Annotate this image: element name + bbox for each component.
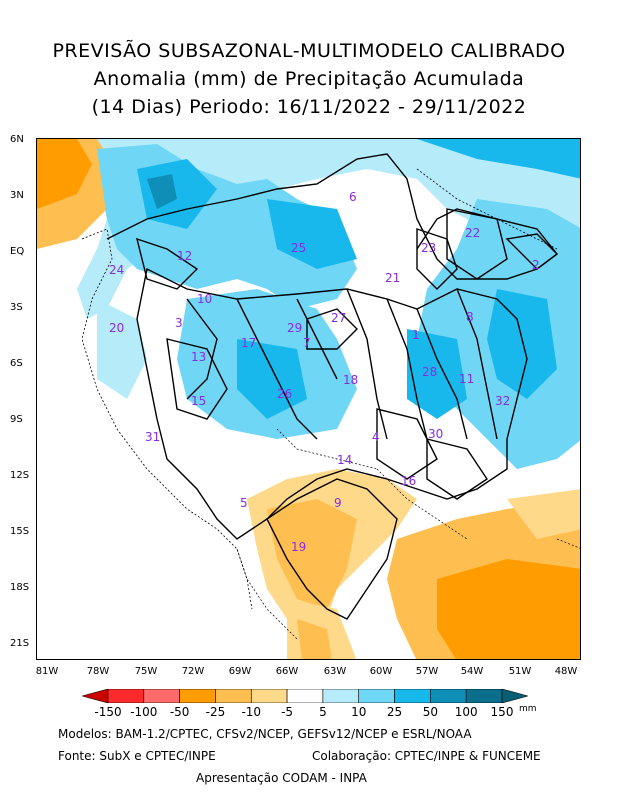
lon-tick-63w: 63W xyxy=(323,666,347,677)
colorbar-label: -50 xyxy=(169,705,190,719)
lat-tick-21s: 21S xyxy=(10,638,30,649)
basin-label-12: 12 xyxy=(177,249,192,263)
lat-tick-18s: 18S xyxy=(10,582,30,593)
basin-label-18: 18 xyxy=(343,373,358,387)
basin-label-6: 6 xyxy=(349,190,357,204)
basin-label-23: 23 xyxy=(421,241,436,255)
basin-outline-north xyxy=(106,153,558,280)
colorbar-segment-9 xyxy=(394,688,431,704)
basin-label-11: 11 xyxy=(459,372,474,386)
colorbar-label: 10 xyxy=(351,705,367,719)
colorbar-segment-2 xyxy=(143,688,180,704)
basin-label-14: 14 xyxy=(337,453,352,467)
lat-tick-3s: 3S xyxy=(10,302,23,313)
lat-tick-3n: 3N xyxy=(10,190,24,201)
basin-label-25: 25 xyxy=(291,241,306,255)
colorbar-segment-7 xyxy=(322,688,360,704)
lon-tick-51w: 51W xyxy=(508,666,532,677)
lon-tick-75w: 75W xyxy=(134,666,158,677)
basin-outline-main xyxy=(136,267,528,540)
colorbar-label: 150 xyxy=(490,705,514,719)
basin-label-27: 27 xyxy=(331,311,346,325)
colorbar-label: 25 xyxy=(386,705,403,719)
anomaly-map: 1 2 3 4 5 6 7 8 9 10 11 12 13 14 15 16 1… xyxy=(36,138,581,660)
basin-outline-south xyxy=(266,478,398,620)
colorbar-label: -150 xyxy=(94,705,122,719)
colorbar xyxy=(80,688,530,704)
lat-tick-eq: EQ xyxy=(10,246,25,257)
colorbar-segment-12 xyxy=(501,688,530,704)
basin-label-5: 5 xyxy=(240,496,248,510)
title-line-1: PREVISÃO SUBSAZONAL-MULTIMODELO CALIBRAD… xyxy=(52,40,566,62)
colorbar-segment-1 xyxy=(107,688,145,704)
colorbar-unit: mm xyxy=(519,704,537,714)
basin-label-1: 1 xyxy=(412,328,420,342)
basin-label-3: 3 xyxy=(175,316,183,330)
basin-label-21: 21 xyxy=(385,271,400,285)
title-line-2: Anomalia (mm) de Precipitação Acumulada xyxy=(93,68,525,90)
basin-label-13: 13 xyxy=(191,350,206,364)
lat-tick-15s: 15S xyxy=(10,526,30,537)
lat-tick-6n: 6N xyxy=(10,134,24,145)
basin-label-24: 24 xyxy=(109,263,124,277)
colorbar-label: 5 xyxy=(319,705,327,719)
basin-label-22: 22 xyxy=(465,226,480,240)
colorbar-segment-4 xyxy=(215,688,252,704)
title-line-3: (14 Dias) Periodo: 16/11/2022 - 29/11/20… xyxy=(91,96,527,118)
footer-models: Modelos: BAM-1.2/CPTEC, CFSv2/NCEP, GEFS… xyxy=(58,727,472,741)
lon-tick-78w: 78W xyxy=(86,666,110,677)
colorbar-segment-3 xyxy=(179,688,216,704)
basin-label-4: 4 xyxy=(372,430,380,444)
basin-label-29: 29 xyxy=(287,321,302,335)
lon-tick-60w: 60W xyxy=(369,666,393,677)
lat-tick-12s: 12S xyxy=(10,470,30,481)
colorbar-label: -5 xyxy=(281,705,294,719)
colorbar-segment-10 xyxy=(430,688,467,704)
colorbar-segment-11 xyxy=(465,688,503,704)
lon-tick-72w: 72W xyxy=(181,666,205,677)
basin-label-8: 8 xyxy=(466,310,474,324)
basin-label-10: 10 xyxy=(197,292,212,306)
colorbar-label: -25 xyxy=(205,705,226,719)
footer-source: Fonte: SubX e CPTEC/INPE xyxy=(58,749,216,763)
lon-tick-66w: 66W xyxy=(275,666,299,677)
footer-collab: Colaboração: CPTEC/INPE & FUNCEME xyxy=(312,749,541,763)
coastline xyxy=(81,228,253,610)
colorbar-segment-5 xyxy=(250,688,288,704)
lon-tick-48w: 48W xyxy=(554,666,578,677)
basin-label-16: 16 xyxy=(401,474,416,488)
lon-tick-69w: 69W xyxy=(228,666,252,677)
lon-tick-54w: 54W xyxy=(460,666,484,677)
lon-tick-81w: 81W xyxy=(35,666,59,677)
colorbar-segment-0 xyxy=(80,688,109,704)
colorbar-segment-8 xyxy=(358,688,395,704)
basin-label-7: 7 xyxy=(303,336,311,350)
lat-tick-6s: 6S xyxy=(10,358,23,369)
basin-label-19: 19 xyxy=(291,540,306,554)
basin-label-28: 28 xyxy=(422,365,437,379)
colorbar-label: 50 xyxy=(422,705,438,719)
basin-label-31: 31 xyxy=(145,430,160,444)
colorbar-label: 100 xyxy=(454,705,478,719)
lat-tick-9s: 9S xyxy=(10,414,23,425)
footer-presentation: Apresentação CODAM - INPA xyxy=(196,771,367,785)
basin-label-17: 17 xyxy=(241,336,256,350)
basin-label-9: 9 xyxy=(334,496,342,510)
basin-label-26: 26 xyxy=(277,387,292,401)
basin-label-2: 2 xyxy=(532,258,540,272)
colorbar-label: -10 xyxy=(241,705,262,719)
lon-tick-57w: 57W xyxy=(415,666,439,677)
basin-label-15: 15 xyxy=(191,394,206,408)
colorbar-label: -100 xyxy=(130,705,158,719)
colorbar-segment-6 xyxy=(286,688,324,704)
basin-label-20: 20 xyxy=(109,321,124,335)
basin-label-30: 30 xyxy=(428,427,443,441)
basin-label-32: 32 xyxy=(495,394,510,408)
